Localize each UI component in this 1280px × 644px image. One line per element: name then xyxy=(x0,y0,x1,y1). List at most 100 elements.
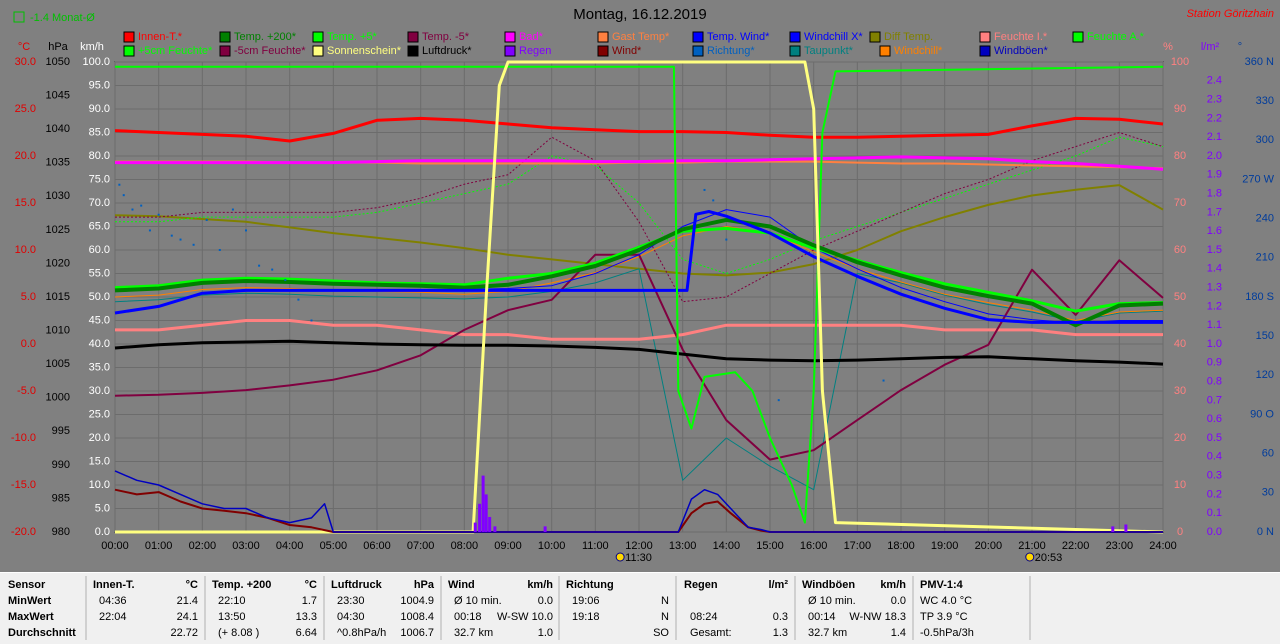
table-cell: W-NW 18.3 xyxy=(849,611,906,623)
direction-point xyxy=(712,199,715,202)
table-cell: 0.3 xyxy=(773,611,788,623)
y-tick-label: 1.4 xyxy=(1207,263,1222,275)
x-tick-label: 09:00 xyxy=(494,540,522,552)
y-tick-label: 80 xyxy=(1174,150,1186,162)
y-tick-label: 300 xyxy=(1256,134,1274,146)
table-cell: 1004.9 xyxy=(400,595,434,607)
legend-swatch xyxy=(219,31,231,43)
y-tick-label: 0.8 xyxy=(1207,376,1222,388)
y-tick-label: 5.0 xyxy=(21,291,36,303)
legend-label: -5cm Feuchte* xyxy=(234,45,306,57)
direction-point xyxy=(148,229,151,232)
y-tick-label: -5.0 xyxy=(17,385,36,397)
series-line xyxy=(115,60,1164,534)
row-label: MaxWert xyxy=(8,611,54,623)
legend-label: Windböen* xyxy=(994,45,1049,57)
x-tick-label: 23:00 xyxy=(1106,540,1134,552)
legend-label: Windchill X* xyxy=(804,31,863,43)
y-tick-label: 25.0 xyxy=(15,103,36,115)
row-label: Durchschnitt xyxy=(8,627,76,639)
y-tick-label: 50 xyxy=(1174,291,1186,303)
y-tick-label: 30 xyxy=(1262,487,1274,499)
y-tick-label: 60 xyxy=(1262,448,1274,460)
table-cell: Ø 10 min. xyxy=(454,595,502,607)
y-tick-label: -10.0 xyxy=(11,432,36,444)
note-icon xyxy=(13,11,25,23)
y-tick-label: 0.1 xyxy=(1207,507,1222,519)
axis-unit: ° xyxy=(1238,41,1242,53)
y-tick-label: 80.0 xyxy=(89,150,110,162)
y-tick-label: 330 xyxy=(1256,95,1274,107)
table-cell: 21.4 xyxy=(177,595,198,607)
marker-icon xyxy=(1025,552,1035,562)
y-tick-label: 1.5 xyxy=(1207,244,1222,256)
x-tick-label: 16:00 xyxy=(800,540,828,552)
y-tick-label: 0.2 xyxy=(1207,488,1222,500)
legend-swatch xyxy=(407,45,419,57)
legend-swatch xyxy=(407,31,419,43)
y-tick-label: 0.7 xyxy=(1207,394,1222,406)
x-tick-label: 14:00 xyxy=(713,540,741,552)
table-cell: 32.7 km xyxy=(808,627,847,639)
legend-swatch xyxy=(869,31,881,43)
direction-point xyxy=(140,204,143,207)
direction-point xyxy=(118,183,121,186)
table-cell: 32.7 km xyxy=(454,627,493,639)
y-tick-label: 60 xyxy=(1174,244,1186,256)
y-tick-label: 15.0 xyxy=(89,455,110,467)
table-cell: Ø 10 min. xyxy=(808,595,856,607)
legend-label: Wind* xyxy=(612,45,642,57)
table-cell: 1.7 xyxy=(302,595,317,607)
direction-point xyxy=(131,208,134,211)
marker-label: 11:30 xyxy=(625,552,652,564)
legend-swatch xyxy=(979,31,991,43)
x-tick-label: 13:00 xyxy=(669,540,697,552)
direction-point xyxy=(882,379,885,382)
y-tick-label: 1.7 xyxy=(1207,206,1222,218)
column-unit: km/h xyxy=(527,579,553,591)
legend-swatch xyxy=(692,31,704,43)
column-header: Regen xyxy=(684,579,718,591)
table-cell: 0.0 xyxy=(538,595,553,607)
legend-swatch xyxy=(879,45,891,57)
table-cell: SO xyxy=(653,627,669,639)
y-tick-label: 30.0 xyxy=(89,385,110,397)
y-tick-label: 1015 xyxy=(46,291,70,303)
rain-bar xyxy=(493,526,497,532)
x-tick-label: 02:00 xyxy=(189,540,217,552)
table-cell: 00:14 xyxy=(808,611,836,623)
x-tick-label: 01:00 xyxy=(145,540,173,552)
y-tick-label: 990 xyxy=(52,459,70,471)
table-cell: Gesamt: xyxy=(690,627,732,639)
table-cell: 19:18 xyxy=(572,611,600,623)
table-cell: 22:10 xyxy=(218,595,246,607)
table-cell: 1.3 xyxy=(773,627,788,639)
table-cell: 24.1 xyxy=(177,611,198,623)
y-tick-label: 90.0 xyxy=(89,103,110,115)
y-tick-label: 0.5 xyxy=(1207,432,1222,444)
marker-label: 20:53 xyxy=(1035,552,1063,564)
table-cell: 22:04 xyxy=(99,611,127,623)
y-tick-label: 210 xyxy=(1256,252,1274,264)
series-line xyxy=(114,217,1164,328)
column-unit: °C xyxy=(305,579,317,591)
series-line xyxy=(114,339,1164,366)
y-tick-label: 55.0 xyxy=(89,267,110,279)
x-tick-label: 18:00 xyxy=(887,540,915,552)
x-tick-label: 06:00 xyxy=(363,540,391,552)
table-cell: 1008.4 xyxy=(400,611,434,623)
y-tick-label: 65.0 xyxy=(89,220,110,232)
column-unit: °C xyxy=(186,579,198,591)
y-tick-label: 0.6 xyxy=(1207,413,1222,425)
legend-swatch xyxy=(219,45,231,57)
column-unit: hPa xyxy=(414,579,435,591)
y-tick-label: 90 xyxy=(1174,103,1186,115)
table-cell: -0.5hPa/3h xyxy=(920,627,974,639)
y-tick-label: -20.0 xyxy=(11,526,36,538)
y-tick-label: 2.4 xyxy=(1207,75,1222,87)
y-tick-label: 10.0 xyxy=(89,479,110,491)
table-cell: 13.3 xyxy=(296,611,317,623)
y-tick-label: 60.0 xyxy=(89,244,110,256)
y-tick-label: 1.6 xyxy=(1207,225,1222,237)
x-tick-label: 11:00 xyxy=(582,540,609,552)
